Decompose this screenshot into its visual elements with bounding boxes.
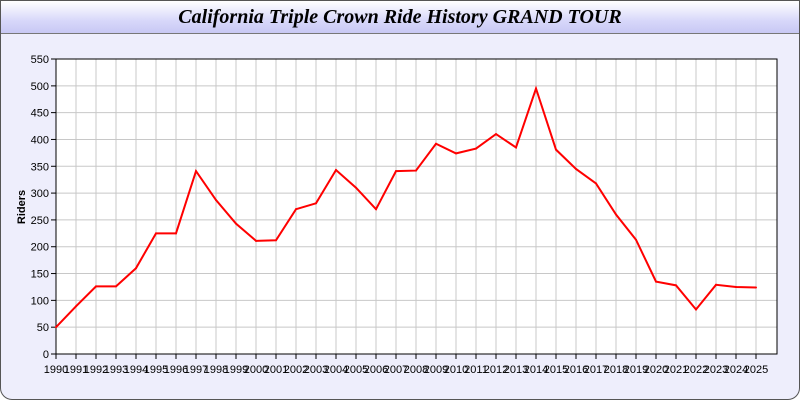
data-point-1997 xyxy=(195,170,197,173)
data-point-2025 xyxy=(755,286,757,289)
data-point-2017 xyxy=(595,182,597,185)
data-point-2015 xyxy=(555,148,557,151)
x-tick-label: 1993 xyxy=(104,364,128,376)
x-axis-ticks: 1990199119921993199419951996199719981999… xyxy=(44,354,768,376)
x-tick-label: 2006 xyxy=(364,364,388,376)
data-point-2021 xyxy=(675,284,677,287)
x-tick-label: 2018 xyxy=(604,364,628,376)
x-tick-label: 1991 xyxy=(64,364,88,376)
y-axis-label: Riders xyxy=(16,190,28,224)
y-tick-label: 150 xyxy=(31,269,49,281)
chart-title: California Triple Crown Ride History GRA… xyxy=(178,6,622,28)
x-tick-label: 1999 xyxy=(224,364,248,376)
y-tick-label: 350 xyxy=(31,161,49,173)
x-tick-label: 2007 xyxy=(384,364,408,376)
data-point-2007 xyxy=(395,170,397,173)
data-point-1992 xyxy=(95,285,97,288)
x-tick-label: 2001 xyxy=(264,364,288,376)
y-tick-label: 500 xyxy=(31,81,49,93)
data-point-2001 xyxy=(275,239,277,242)
x-tick-label: 2012 xyxy=(484,364,508,376)
x-tick-label: 2000 xyxy=(244,364,268,376)
x-tick-label: 2002 xyxy=(284,364,308,376)
x-tick-label: 2019 xyxy=(624,364,648,376)
x-tick-label: 1996 xyxy=(164,364,188,376)
x-tick-label: 2005 xyxy=(344,364,368,376)
data-point-1990 xyxy=(55,326,57,329)
x-tick-label: 2025 xyxy=(744,364,768,376)
series-line xyxy=(55,85,757,328)
data-point-2005 xyxy=(355,186,357,189)
data-point-1999 xyxy=(235,222,237,225)
x-tick-label: 2017 xyxy=(584,364,608,376)
x-tick-label: 1997 xyxy=(184,364,208,376)
x-tick-label: 1998 xyxy=(204,364,228,376)
data-point-1998 xyxy=(215,199,217,202)
data-point-2000 xyxy=(255,239,257,242)
data-point-2003 xyxy=(315,202,317,205)
x-tick-label: 2010 xyxy=(444,364,468,376)
data-point-2012 xyxy=(495,133,497,136)
data-point-2013 xyxy=(515,146,517,149)
x-tick-label: 1992 xyxy=(84,364,108,376)
x-tick-label: 1990 xyxy=(44,364,68,376)
data-point-2016 xyxy=(575,167,577,170)
y-tick-label: 250 xyxy=(31,215,49,227)
x-tick-label: 2023 xyxy=(704,364,728,376)
y-tick-label: 300 xyxy=(31,188,49,200)
data-point-2009 xyxy=(435,142,437,145)
grid xyxy=(55,58,777,355)
y-tick-label: 550 xyxy=(31,54,49,66)
y-axis-ticks: 0 50 100 150 200 250 300 350 400 450 500 550 xyxy=(31,54,56,361)
data-point-2022 xyxy=(695,308,697,311)
chart-header: California Triple Crown Ride History GRA… xyxy=(1,1,799,34)
x-tick-label: 2022 xyxy=(684,364,708,376)
data-point-2023 xyxy=(715,283,717,286)
x-tick-label: 2008 xyxy=(404,364,428,376)
x-tick-label: 2021 xyxy=(664,364,688,376)
y-tick-label: 100 xyxy=(31,295,49,307)
data-point-2006 xyxy=(375,208,377,211)
data-points xyxy=(55,87,757,329)
x-tick-label: 2024 xyxy=(724,364,748,376)
y-tick-label: 0 xyxy=(43,349,49,361)
data-point-2010 xyxy=(455,152,457,155)
y-tick-label: 400 xyxy=(31,134,49,146)
data-point-1994 xyxy=(135,267,137,270)
data-point-2004 xyxy=(335,169,337,172)
x-tick-label: 2013 xyxy=(504,364,528,376)
data-point-2014 xyxy=(535,87,537,90)
plot-border xyxy=(55,58,778,355)
x-tick-label: 1995 xyxy=(144,364,168,376)
data-point-1991 xyxy=(75,305,77,308)
x-tick-label: 2020 xyxy=(644,364,668,376)
data-point-2019 xyxy=(635,238,637,241)
data-point-2018 xyxy=(615,213,617,216)
x-tick-label: 2015 xyxy=(544,364,568,376)
x-tick-label: 1994 xyxy=(124,364,148,376)
y-tick-label: 50 xyxy=(37,322,49,334)
data-point-1995 xyxy=(155,232,157,235)
data-point-2024 xyxy=(735,285,737,288)
data-point-1996 xyxy=(175,232,177,235)
data-point-1993 xyxy=(115,285,117,288)
y-tick-label: 450 xyxy=(31,108,49,120)
y-tick-label: 200 xyxy=(31,242,49,254)
x-tick-label: 2004 xyxy=(324,364,348,376)
x-tick-label: 2016 xyxy=(564,364,588,376)
data-point-2002 xyxy=(295,208,297,211)
data-point-2011 xyxy=(475,147,477,150)
x-tick-label: 2003 xyxy=(304,364,328,376)
x-tick-label: 2014 xyxy=(524,364,548,376)
x-tick-label: 2011 xyxy=(464,364,488,376)
data-point-2020 xyxy=(655,280,657,283)
x-tick-label: 2009 xyxy=(424,364,448,376)
data-point-2008 xyxy=(415,169,417,172)
